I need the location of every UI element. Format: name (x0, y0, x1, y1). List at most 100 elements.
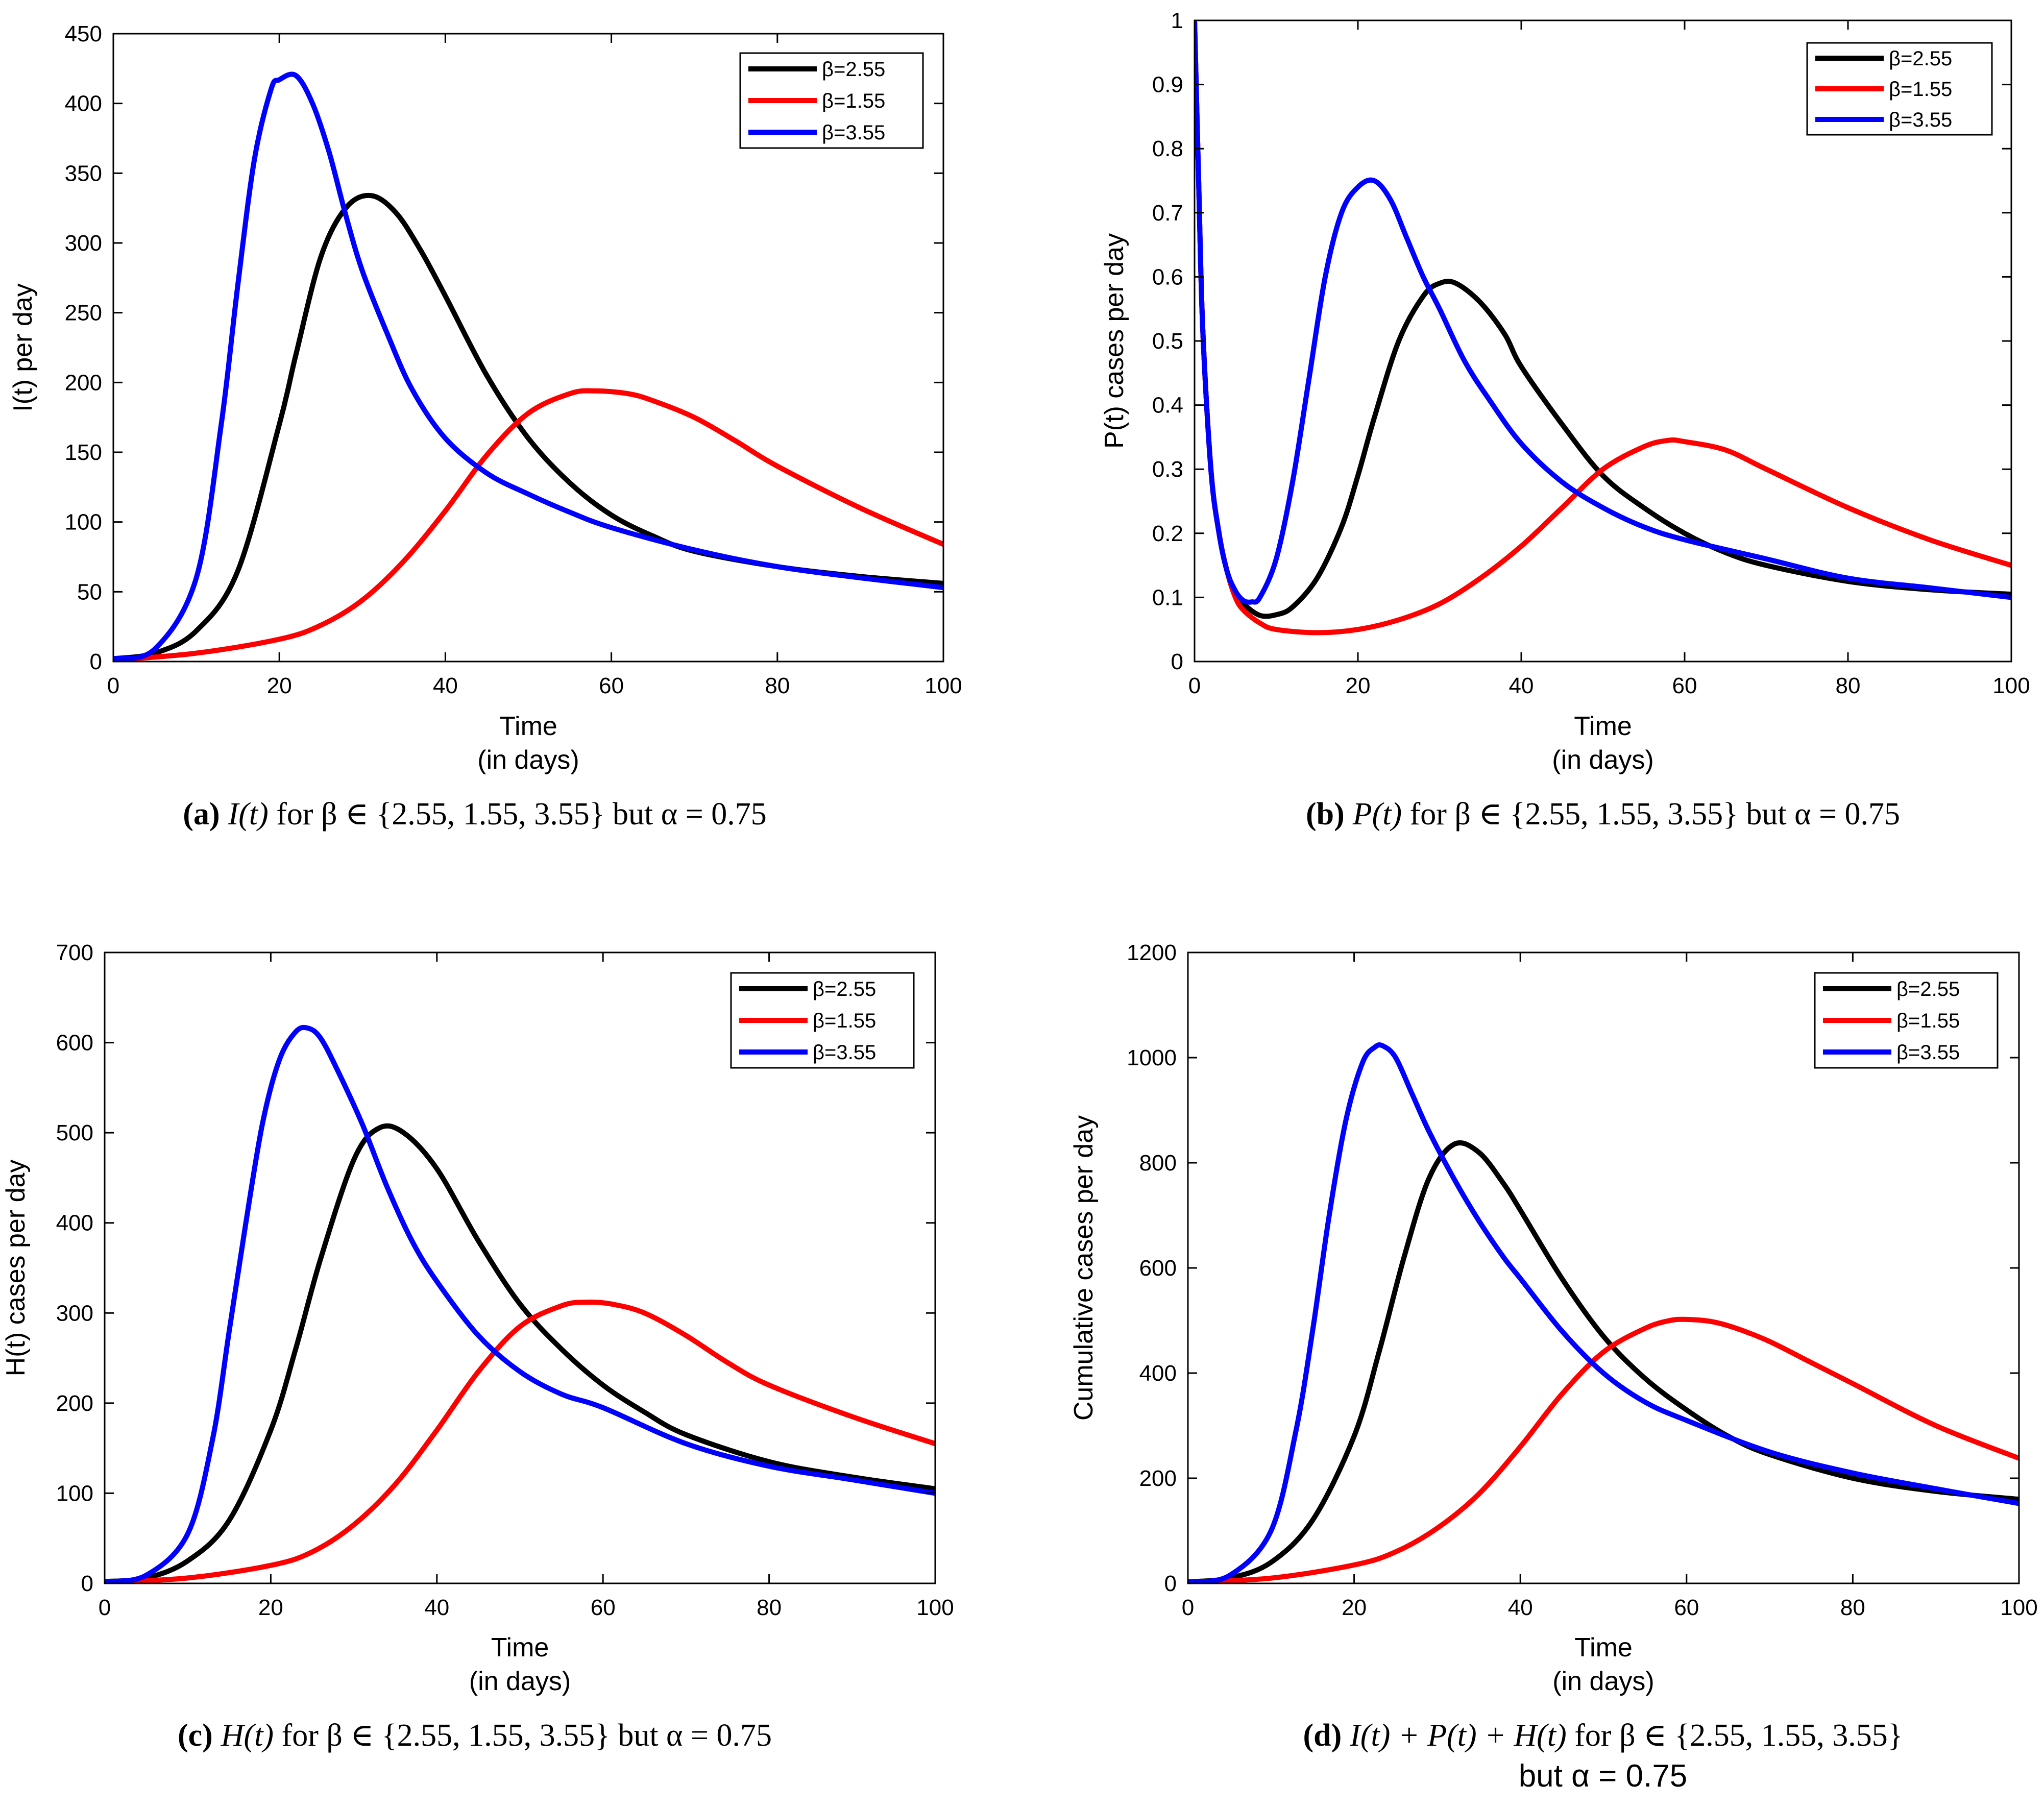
y-tick-label: 0.4 (1152, 393, 1183, 418)
panel-caption-line2: but α = 0.75 (1519, 1758, 1688, 1794)
legend-label-0: β=2.55 (813, 978, 876, 1000)
caption-text: for β ∈ {2.55, 1.55, 3.55} but α = 0.75 (269, 797, 767, 832)
x-axis-title: Time (1574, 712, 1632, 741)
x-tick-label: 60 (1672, 673, 1697, 698)
axes-box (112, 33, 944, 663)
x-tick-label: 0 (107, 673, 119, 698)
y-tick-label: 0 (1171, 649, 1183, 674)
x-axis-subtitle: (in days) (477, 745, 579, 775)
series-lines (1195, 20, 2011, 635)
y-tick-label: 200 (56, 1391, 93, 1416)
legend-label-2: β=3.55 (1896, 1041, 1960, 1064)
y-tick-label: 200 (65, 370, 102, 395)
y-tick-label: 450 (65, 21, 102, 46)
y-tick-label: 500 (56, 1120, 93, 1145)
y-tick-label: 300 (56, 1301, 93, 1326)
y-tick-label: 600 (56, 1031, 93, 1056)
x-tick-label: 40 (1509, 673, 1534, 698)
caption-math: I(t) + P(t) + H(t) (1349, 1718, 1567, 1753)
series-line-2 (113, 71, 943, 662)
y-tick-label: 1200 (1127, 940, 1177, 965)
legend-label-1: β=1.55 (1896, 1010, 1960, 1032)
y-tick-label: 600 (1139, 1256, 1177, 1281)
legend-label-0: β=2.55 (1889, 47, 1952, 70)
caption-text: for β ∈ {2.55, 1.55, 3.55} but α = 0.75 (274, 1718, 772, 1753)
x-tick-label: 60 (1674, 1595, 1699, 1620)
y-tick-label: 0.3 (1152, 457, 1183, 482)
series-line-2 (1188, 1042, 2019, 1583)
legend: β=2.55 β=1.55 β=3.55 (1806, 42, 1993, 136)
x-tick-label: 80 (765, 673, 790, 698)
x-tick-label: 40 (433, 673, 458, 698)
x-tick-label: 100 (2000, 1595, 2037, 1620)
y-tick-label: 700 (56, 940, 93, 965)
panel-caption: (c) H(t) for β ∈ {2.55, 1.55, 3.55} but α… (178, 1718, 772, 1753)
y-tick-label: 400 (56, 1211, 93, 1236)
caption-math: I(t) (228, 797, 269, 832)
caption-letter: (a) (183, 797, 220, 832)
legend-label-1: β=1.55 (813, 1010, 876, 1032)
series-line-0 (105, 1123, 935, 1583)
axes-box (104, 951, 936, 1584)
x-axis-subtitle: (in days) (1552, 745, 1653, 775)
y-tick-label: 300 (65, 231, 102, 256)
x-tick-label: 0 (1182, 1595, 1194, 1620)
series-line-1 (1188, 1316, 2019, 1583)
legend-label-1: β=1.55 (1889, 78, 1952, 101)
panel-caption: (d) I(t) + P(t) + H(t) for β ∈ {2.55, 1.5… (1303, 1718, 1903, 1753)
series-line-2 (1195, 20, 2011, 605)
y-tick-label: 0.9 (1152, 72, 1183, 97)
y-tick-label: 0.5 (1152, 329, 1183, 354)
series-lines (1188, 1042, 2019, 1583)
x-axis-subtitle: (in days) (1552, 1667, 1654, 1696)
y-tick-label: 50 (77, 579, 102, 604)
x-tick-label: 20 (258, 1595, 283, 1620)
x-tick-label: 80 (757, 1595, 782, 1620)
panel-caption: (a) I(t) for β ∈ {2.55, 1.55, 3.55} but α… (183, 797, 766, 832)
y-axis-title: H(t) cases per day (1, 1160, 31, 1377)
series-lines (105, 1024, 935, 1583)
x-tick-label: 40 (1508, 1595, 1533, 1620)
y-tick-label: 200 (1139, 1466, 1177, 1491)
y-tick-label: 400 (65, 91, 102, 116)
legend-label-2: β=3.55 (822, 121, 885, 144)
y-tick-label: 800 (1139, 1151, 1177, 1176)
caption-text: for β ∈ {2.55, 1.55, 3.55} (1567, 1718, 1903, 1753)
legend-label-1: β=1.55 (822, 90, 885, 112)
y-tick-label: 0 (1164, 1571, 1177, 1596)
x-tick-label: 0 (99, 1595, 111, 1620)
legend-label-0: β=2.55 (822, 58, 885, 81)
x-axis-subtitle: (in days) (469, 1667, 571, 1696)
x-tick-label: 20 (1346, 673, 1371, 698)
caption-text: for β ∈ {2.55, 1.55, 3.55} but α = 0.75 (1402, 797, 1900, 832)
y-tick-label: 1000 (1127, 1045, 1177, 1070)
panel-c: 0 20 40 60 80 100 0 100 200 300 400 500 600 700 Time (i… (1, 940, 954, 1753)
x-tick-label: 100 (1992, 673, 2030, 698)
legend-label-2: β=3.55 (1889, 109, 1952, 131)
y-tick-label: 1 (1171, 8, 1183, 33)
panel-b: 0 20 40 60 80 100 0 0.1 0.2 0.3 0.4 0.5 0.6 0.7 0.8 0.9… (1100, 8, 2030, 832)
x-tick-label: 20 (1342, 1595, 1367, 1620)
caption-math: H(t) (221, 1718, 274, 1753)
panel-a: 0 20 40 60 80 100 0 50 100 150 200 250 300 350 400 450 T… (8, 21, 962, 832)
caption-letter: (d) (1303, 1718, 1342, 1753)
legend: β=2.55 β=1.55 β=3.55 (730, 972, 915, 1069)
x-tick-label: 80 (1836, 673, 1861, 698)
panel-d: 0 20 40 60 80 100020040060080010001200Time(in… (1069, 940, 2038, 1794)
legend-label-0: β=2.55 (1896, 978, 1960, 1000)
x-axis-title: Time (491, 1633, 549, 1663)
y-tick-label: 250 (65, 301, 102, 326)
x-axis-title: Time (1574, 1633, 1633, 1663)
caption-letter: (c) (178, 1718, 213, 1753)
panel-caption: (b) P(t) for β ∈ {2.55, 1.55, 3.55} but α… (1306, 797, 1900, 832)
series-line-0 (1188, 1140, 2019, 1583)
y-tick-label: 100 (56, 1481, 93, 1506)
x-axis-title: Time (499, 712, 557, 741)
legend: β=2.55 β=1.55 β=3.55 (1814, 972, 1999, 1069)
legend-label-2: β=3.55 (813, 1041, 876, 1064)
y-axis-title: Cumulative cases per day (1069, 1115, 1099, 1421)
x-tick-label: 100 (924, 673, 962, 698)
y-axis-title: I(t) per day (8, 283, 38, 411)
x-tick-label: 0 (1188, 673, 1201, 698)
